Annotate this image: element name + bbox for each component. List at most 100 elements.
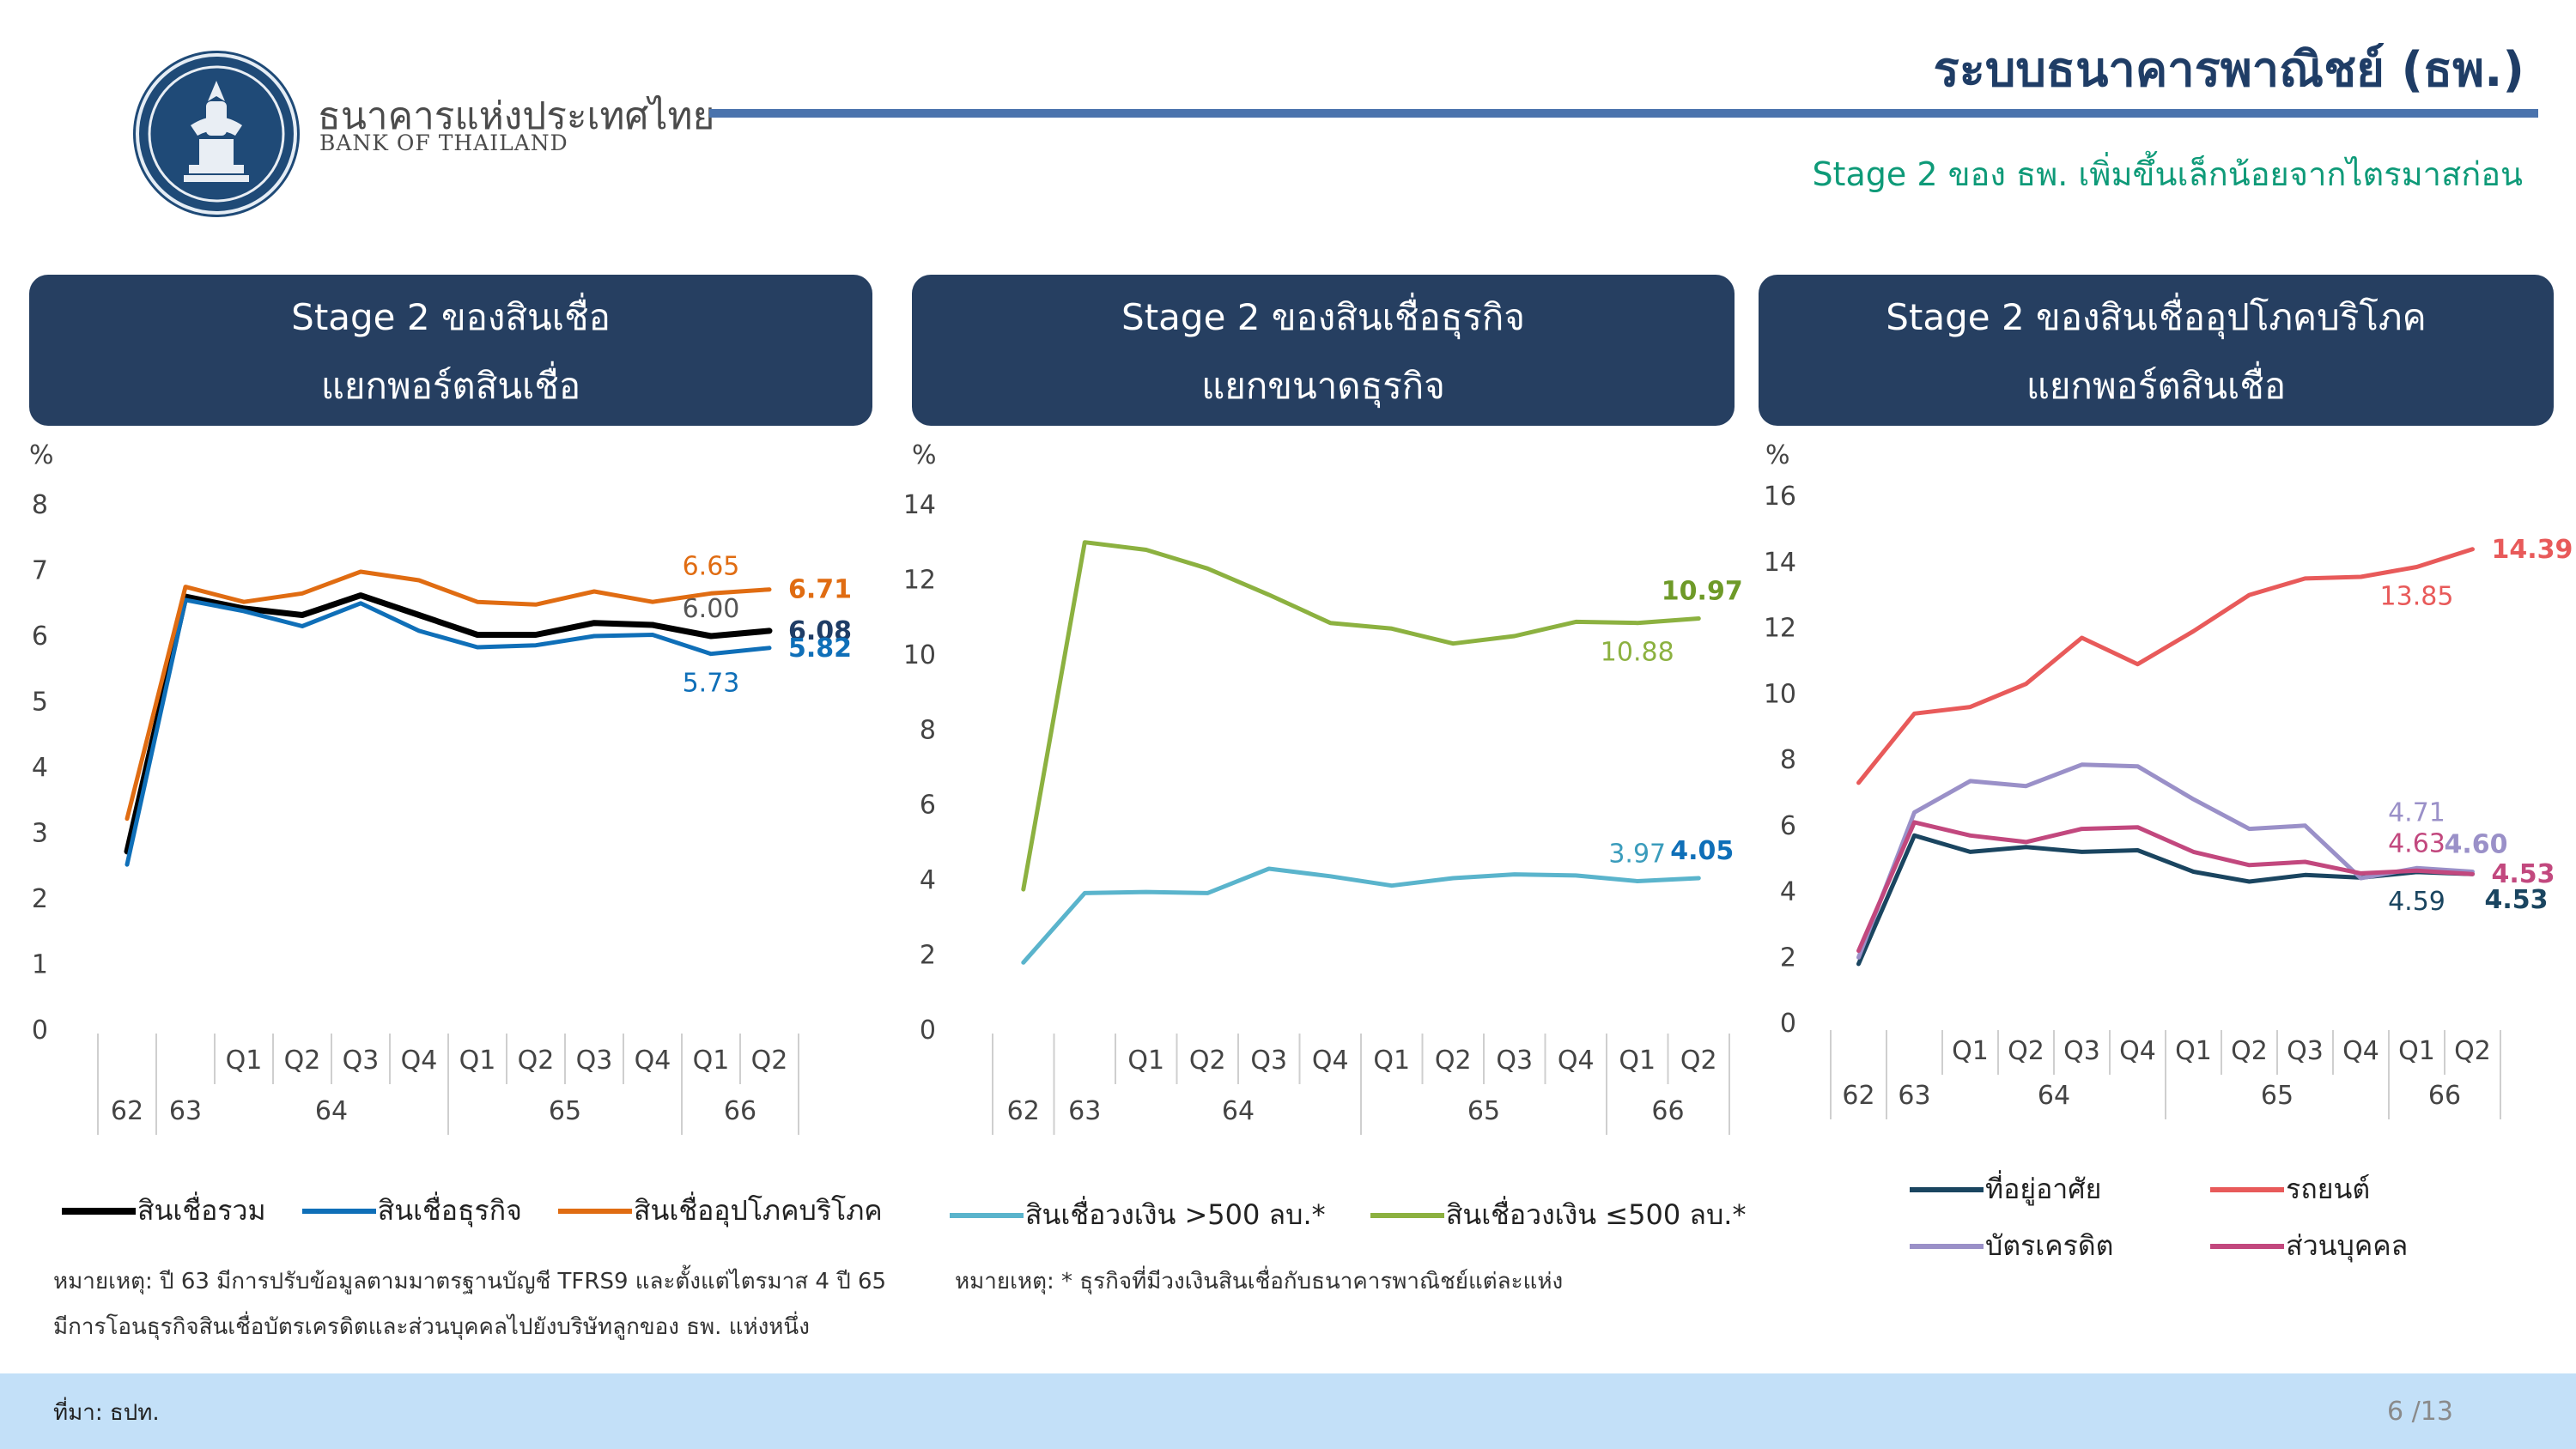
x-tick-label: Q2 (2454, 1036, 2491, 1066)
x-tick-label: Q2 (2231, 1036, 2268, 1066)
x-tick-label: Q2 (1435, 1046, 1472, 1076)
data-label: 4.05 (1670, 836, 1734, 866)
y-tick-label: 12 (903, 565, 936, 595)
y-tick-label: 8 (1780, 745, 1796, 775)
y-tick-label: 4 (1780, 877, 1796, 907)
data-label: 10.88 (1601, 638, 1674, 668)
x-group-label: 66 (2428, 1081, 2461, 1111)
chart-business-loans-by-size: % 0 2 4 6 8 10 12 14 62 63 Q1 Q2 Q3 Q4 Q1 Q2 Q3 Q4 Q1 Q2 64 65… (903, 440, 1743, 1135)
x-tick-label: Q1 (693, 1046, 730, 1076)
x-tick-label: Q1 (1952, 1036, 1989, 1066)
legend-chart-3: ที่อยู่อาศัย รถยนต์ บัตรเครดิต ส่วนบุคคล (1908, 1167, 2526, 1268)
y-tick-label: 2 (920, 941, 936, 971)
x-tick-label: Q3 (576, 1046, 613, 1076)
x-group-label: 65 (549, 1096, 581, 1126)
x-group-label: 66 (1651, 1096, 1684, 1126)
x-group-label: 65 (2261, 1081, 2293, 1111)
data-label: 13.85 (2380, 582, 2454, 612)
x-tick-label: Q4 (1558, 1046, 1595, 1076)
series-line-2 (1021, 540, 1701, 892)
panel-3-header: Stage 2 ของสินเชื่ออุปโภคบริโภค แยกพอร์ต… (1759, 275, 2554, 426)
series-line-2 (1856, 547, 2475, 785)
y-tick-label: 6 (1780, 811, 1796, 841)
panel-3-title-line2: แยกพอร์ตสินเชื่อ (2026, 365, 2287, 407)
x-tick-label: Q2 (1680, 1046, 1717, 1076)
x-tick-label: Q1 (226, 1046, 263, 1076)
legend-chart-2: สินเชื่อวงเงิน >500 ลบ.* สินเชื่อวงเงิน … (948, 1193, 1746, 1237)
legend-item-consumer: สินเชื่ออุปโภคบริโภค (558, 1194, 883, 1227)
legend-chart-1: สินเชื่อรวม สินเชื่อธุรกิจ สินเชื่ออุปโภ… (60, 1189, 883, 1233)
panel-1-title-line1: Stage 2 ของสินเชื่อ (291, 296, 611, 338)
x-tick-label: Q1 (2398, 1036, 2435, 1066)
legend-item-business: สินเชื่อธุรกิจ (301, 1194, 522, 1227)
x-tick-label: Q3 (2063, 1036, 2100, 1066)
series-line-1 (1021, 866, 1701, 965)
chart-consumer-loans-by-portfolio: % 0 2 4 6 8 10 12 14 16 62 63 Q1 Q2 Q3 Q4 Q1 Q2 Q3 Q4 Q1 Q2 64… (1764, 440, 2573, 1119)
x-group-label: 64 (2038, 1081, 2070, 1111)
x-tick-label: Q4 (2342, 1036, 2379, 1066)
y-tick-label: 6 (920, 791, 936, 821)
x-tick-label: Q4 (1312, 1046, 1349, 1076)
data-label: 4.60 (2444, 829, 2507, 859)
data-label: 4.59 (2388, 887, 2445, 917)
panel-2-title-line1: Stage 2 ของสินเชื่อธุรกิจ (1121, 296, 1525, 338)
note-tfrs9-line2: มีการโอนธุรกิจสินเชื่อบัตรเครดิตและส่วนบ… (53, 1314, 810, 1340)
x-tick-label: 63 (1898, 1081, 1930, 1111)
y-tick-label: 4 (920, 865, 936, 895)
y-tick-label: 0 (920, 1016, 936, 1046)
y-tick-label: 8 (920, 715, 936, 745)
x-tick-label: 63 (1068, 1096, 1101, 1126)
y-tick-label: 10 (903, 640, 936, 670)
panel-1-title-line2: แยกพอร์ตสินเชื่อ (320, 365, 581, 407)
x-tick-label: Q1 (459, 1046, 496, 1076)
y-tick-label: 10 (1764, 679, 1796, 709)
x-group-label: 64 (1222, 1096, 1255, 1126)
data-label: 3.97 (1608, 839, 1666, 869)
y-tick-label: 0 (32, 1016, 48, 1046)
y-tick-label: 2 (32, 884, 48, 914)
data-label: 6.08 (788, 616, 852, 646)
page-number: 6 /13 (2387, 1397, 2453, 1427)
garuda-seal-icon (148, 65, 285, 203)
x-tick-label: Q1 (2175, 1036, 2212, 1066)
footer-bar (0, 1373, 2576, 1449)
x-group-label: 65 (1467, 1096, 1500, 1126)
x-tick-label: Q3 (343, 1046, 380, 1076)
series-line-2 (125, 597, 772, 867)
legend-item-large-loans: สินเชื่อวงเงิน >500 ลบ.* (950, 1198, 1326, 1231)
y-tick-label: 8 (32, 490, 48, 520)
series-line-1 (1856, 833, 2475, 967)
data-label: 14.39 (2492, 535, 2573, 565)
x-tick-label: Q2 (518, 1046, 555, 1076)
x-group-label: 64 (315, 1096, 348, 1126)
x-tick-label: Q2 (751, 1046, 788, 1076)
x-tick-label: Q3 (1496, 1046, 1533, 1076)
chart-loans-by-portfolio: % 0 1 2 3 4 5 6 7 8 62 63 Q1 Q2 Q3 Q4 Q1 Q2 Q3 Q4 Q1 Q2 64 65 66… (29, 440, 852, 1135)
legend-item-auto: รถยนต์ (2210, 1173, 2371, 1205)
y-tick-label: 5 (32, 688, 48, 718)
data-label: 6.00 (683, 594, 740, 624)
y-tick-label: 16 (1764, 482, 1796, 512)
x-tick-label: 63 (169, 1096, 202, 1126)
legend-item-credit-card: บัตรเครดิต (1910, 1229, 2114, 1262)
y-tick-label: 2 (1780, 943, 1796, 973)
data-label: 5.73 (683, 669, 740, 699)
data-label: 4.63 (2388, 828, 2445, 858)
y-tick-label: 1 (32, 950, 48, 980)
y-tick-label: 0 (1780, 1009, 1796, 1039)
x-tick-label: Q2 (1189, 1046, 1226, 1076)
y-tick-label: 6 (32, 621, 48, 652)
data-label: 10.97 (1662, 576, 1743, 606)
legend-item-housing: ที่อยู่อาศัย (1910, 1173, 2102, 1205)
x-tick-label: Q1 (1619, 1046, 1656, 1076)
y-axis-unit-label: % (912, 440, 937, 470)
y-tick-label: 12 (1764, 614, 1796, 644)
y-axis-unit-label: % (1765, 440, 1790, 470)
x-tick-label: 62 (111, 1096, 143, 1126)
data-label: 6.71 (788, 575, 852, 605)
bank-name-thai: ธนาคารแห่งประเทศไทย (318, 94, 715, 138)
data-label: 6.65 (683, 551, 740, 581)
x-tick-label: Q4 (401, 1046, 438, 1076)
x-tick-label: 62 (1842, 1081, 1874, 1111)
x-tick-label: Q3 (2287, 1036, 2324, 1066)
